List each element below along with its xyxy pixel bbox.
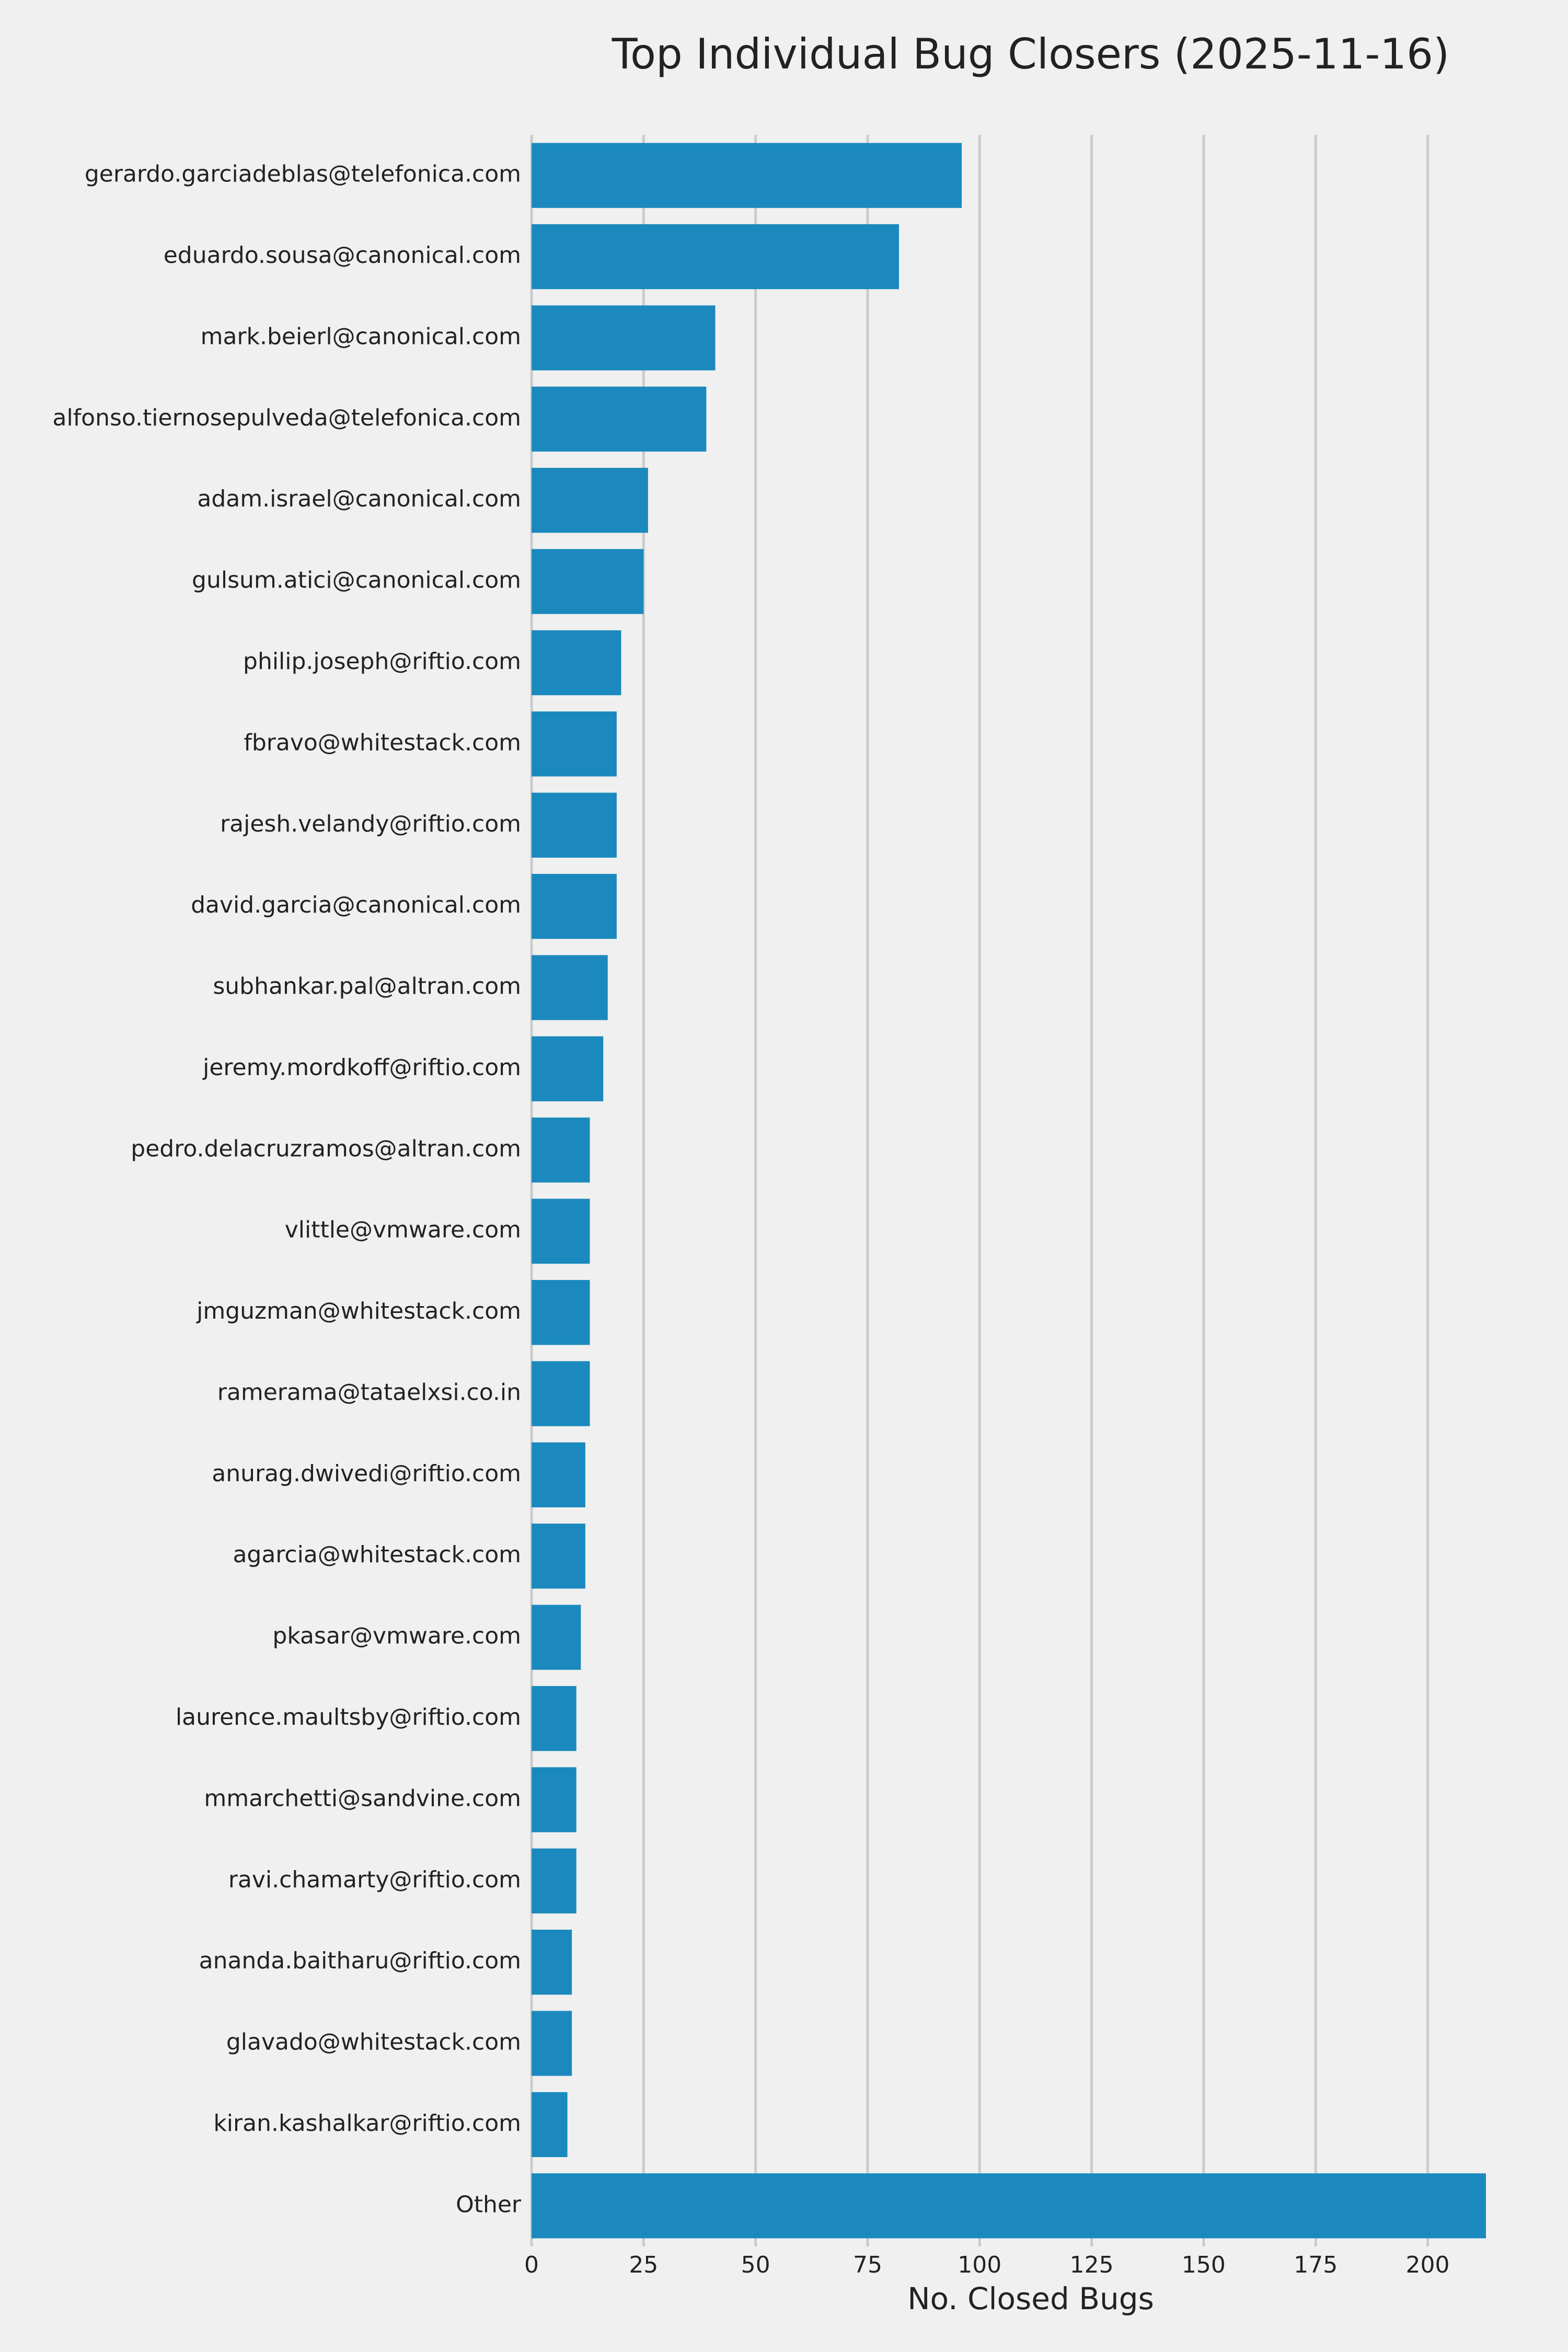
y-tick-label: gerardo.garciadeblas@telefonica.com: [85, 161, 521, 188]
bar: [532, 874, 617, 939]
y-tick-label: anurag.dwivedi@riftio.com: [212, 1460, 521, 1487]
y-tick-label: pkasar@vmware.com: [272, 1623, 521, 1650]
x-tick-label: 175: [1294, 2252, 1338, 2278]
bar: [532, 468, 648, 533]
bar: [532, 1767, 577, 1832]
y-tick-label: ramerama@tataelxsi.co.in: [217, 1379, 521, 1405]
y-tick-label: jeremy.mordkoff@riftio.com: [202, 1054, 521, 1081]
bar: [532, 1279, 590, 1345]
x-tick-label: 50: [741, 2252, 770, 2278]
bar: [532, 143, 962, 208]
bar: [532, 1036, 604, 1102]
bar: [532, 1686, 577, 1751]
x-axis-label: No. Closed Bugs: [907, 2281, 1154, 2316]
bar: [532, 2011, 572, 2076]
x-tick-label: 200: [1406, 2252, 1450, 2278]
bar: [532, 2173, 1486, 2239]
bar: [532, 955, 608, 1020]
x-tick-label: 75: [853, 2252, 882, 2278]
bar: [532, 1524, 585, 1589]
y-tick-label: mark.beierl@canonical.com: [201, 323, 521, 350]
bar: [532, 1442, 585, 1507]
y-tick-label: gulsum.atici@canonical.com: [192, 567, 521, 594]
bar: [532, 711, 617, 777]
y-tick-label: david.garcia@canonical.com: [191, 892, 521, 918]
bar: [532, 549, 644, 614]
y-tick-label: adam.israel@canonical.com: [197, 486, 521, 512]
y-tick-label: laurence.maultsby@riftio.com: [176, 1704, 521, 1731]
y-tick-label: subhankar.pal@altran.com: [213, 973, 521, 1000]
y-tick-label: pedro.delacruzramos@altran.com: [131, 1135, 521, 1162]
bar: [532, 1930, 572, 1995]
x-tick-label: 125: [1070, 2252, 1114, 2278]
bar: [532, 1848, 577, 1913]
y-tick-label: fbravo@whitestack.com: [244, 729, 521, 756]
bar: [532, 305, 716, 371]
x-tick-label: 25: [629, 2252, 658, 2278]
y-tick-label: glavado@whitestack.com: [226, 2029, 521, 2056]
bar: [532, 792, 617, 858]
x-tick-label: 150: [1182, 2252, 1226, 2278]
y-tick-label: mmarchetti@sandvine.com: [204, 1785, 521, 1812]
y-tick-label: ravi.chamarty@riftio.com: [228, 1866, 521, 1893]
x-tick-label: 100: [958, 2252, 1001, 2278]
bar: [532, 1117, 590, 1183]
y-tick-label: ananda.baitharu@riftio.com: [199, 1947, 521, 1974]
bar: [532, 1605, 581, 1670]
chart-title: Top Individual Bug Closers (2025-11-16): [612, 30, 1450, 78]
y-tick-label: rajesh.velandy@riftio.com: [220, 811, 521, 837]
bar: [532, 386, 707, 452]
bar: [532, 1198, 590, 1264]
y-tick-label: agarcia@whitestack.com: [233, 1541, 521, 1568]
y-tick-label: eduardo.sousa@canonical.com: [164, 242, 521, 269]
y-tick-label: alfonso.tiernosepulveda@telefonica.com: [53, 405, 522, 431]
y-tick-label: philip.joseph@riftio.com: [243, 648, 521, 675]
y-tick-label: kiran.kashalkar@riftio.com: [213, 2110, 521, 2137]
y-tick-label: Other: [456, 2191, 522, 2218]
bar: [532, 2092, 568, 2158]
bar: [532, 630, 621, 696]
bar: [532, 224, 899, 290]
x-tick-label: 0: [524, 2252, 539, 2278]
bar: [532, 1361, 590, 1426]
y-tick-label: jmguzman@whitestack.com: [196, 1298, 521, 1324]
y-tick-label: vlittle@vmware.com: [285, 1217, 521, 1243]
